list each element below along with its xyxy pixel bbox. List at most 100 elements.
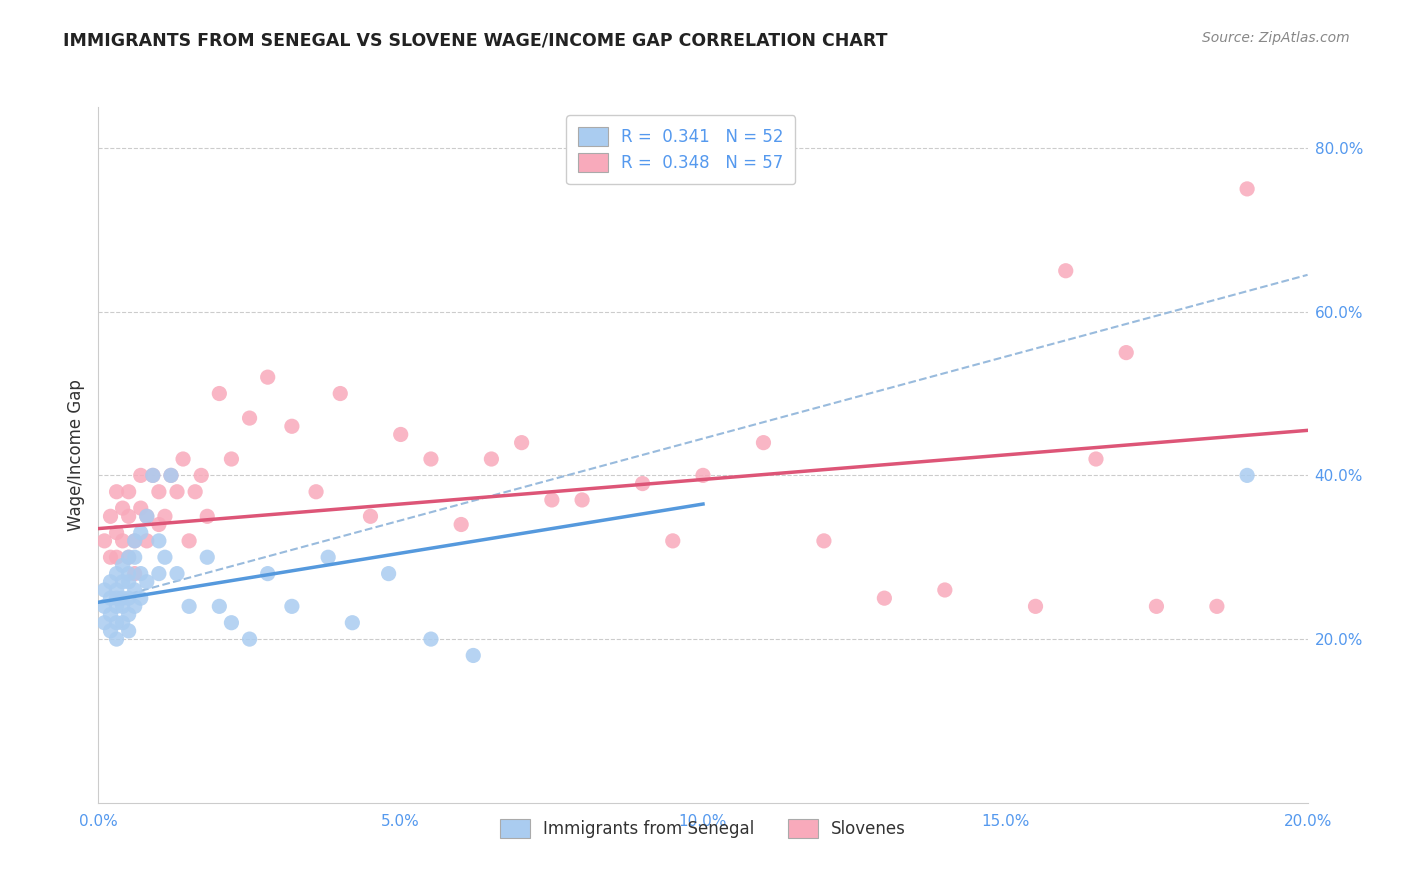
Point bbox=[93, 615, 115, 630]
Point bbox=[111, 533, 134, 548]
Point bbox=[118, 550, 141, 565]
Point bbox=[190, 468, 212, 483]
Point bbox=[118, 484, 141, 499]
Point bbox=[105, 591, 128, 606]
Point bbox=[105, 582, 128, 597]
Point bbox=[111, 501, 134, 516]
Point bbox=[129, 525, 152, 540]
Point bbox=[463, 648, 485, 663]
Point bbox=[124, 533, 146, 548]
Point bbox=[1144, 599, 1167, 614]
Point bbox=[179, 533, 201, 548]
Point bbox=[377, 566, 399, 581]
Point bbox=[124, 533, 146, 548]
Point bbox=[100, 574, 122, 589]
Point bbox=[934, 582, 956, 597]
Point bbox=[129, 591, 152, 606]
Point bbox=[813, 533, 835, 548]
Point bbox=[281, 419, 304, 434]
Point bbox=[166, 484, 188, 499]
Point bbox=[450, 517, 472, 532]
Point bbox=[100, 509, 122, 524]
Point bbox=[129, 501, 152, 516]
Point bbox=[148, 566, 170, 581]
Point bbox=[661, 533, 683, 548]
Point bbox=[1206, 599, 1229, 614]
Point bbox=[153, 509, 176, 524]
Point bbox=[148, 533, 170, 548]
Point bbox=[208, 599, 231, 614]
Text: Source: ZipAtlas.com: Source: ZipAtlas.com bbox=[1202, 31, 1350, 45]
Point bbox=[1115, 345, 1137, 359]
Point bbox=[129, 468, 152, 483]
Legend: Immigrants from Senegal, Slovenes: Immigrants from Senegal, Slovenes bbox=[492, 811, 914, 847]
Point bbox=[1085, 452, 1108, 467]
Point bbox=[111, 574, 134, 589]
Point bbox=[481, 452, 503, 467]
Point bbox=[160, 468, 183, 483]
Point bbox=[135, 533, 157, 548]
Point bbox=[160, 468, 183, 483]
Point bbox=[93, 582, 115, 597]
Point bbox=[124, 599, 146, 614]
Point bbox=[256, 566, 278, 581]
Point bbox=[389, 427, 412, 442]
Point bbox=[105, 566, 128, 581]
Point bbox=[118, 509, 141, 524]
Point bbox=[1236, 468, 1258, 483]
Point bbox=[100, 607, 122, 622]
Point bbox=[153, 550, 176, 565]
Point bbox=[1024, 599, 1046, 614]
Point bbox=[256, 370, 278, 384]
Point bbox=[111, 599, 134, 614]
Point bbox=[111, 558, 134, 573]
Point bbox=[93, 599, 115, 614]
Point bbox=[100, 550, 122, 565]
Point bbox=[105, 615, 128, 630]
Point bbox=[281, 599, 304, 614]
Point bbox=[184, 484, 207, 499]
Point bbox=[316, 550, 339, 565]
Point bbox=[93, 533, 115, 548]
Point bbox=[118, 550, 141, 565]
Point bbox=[124, 566, 146, 581]
Point bbox=[105, 484, 128, 499]
Point bbox=[239, 411, 262, 425]
Point bbox=[124, 550, 146, 565]
Point bbox=[692, 468, 714, 483]
Point bbox=[118, 566, 141, 581]
Point bbox=[420, 452, 443, 467]
Point bbox=[873, 591, 896, 606]
Point bbox=[752, 435, 775, 450]
Point bbox=[540, 492, 562, 507]
Point bbox=[142, 468, 165, 483]
Point bbox=[166, 566, 188, 581]
Point bbox=[135, 509, 157, 524]
Point bbox=[195, 509, 218, 524]
Point bbox=[118, 607, 141, 622]
Point bbox=[135, 509, 157, 524]
Point bbox=[1236, 182, 1258, 196]
Point bbox=[118, 574, 141, 589]
Point bbox=[100, 591, 122, 606]
Point bbox=[118, 591, 141, 606]
Point bbox=[148, 484, 170, 499]
Point bbox=[100, 624, 122, 638]
Text: IMMIGRANTS FROM SENEGAL VS SLOVENE WAGE/INCOME GAP CORRELATION CHART: IMMIGRANTS FROM SENEGAL VS SLOVENE WAGE/… bbox=[63, 31, 887, 49]
Point bbox=[305, 484, 328, 499]
Point bbox=[329, 386, 352, 401]
Point bbox=[208, 386, 231, 401]
Point bbox=[1054, 264, 1077, 278]
Point bbox=[179, 599, 201, 614]
Point bbox=[420, 632, 443, 646]
Point bbox=[360, 509, 382, 524]
Point bbox=[221, 452, 243, 467]
Point bbox=[172, 452, 194, 467]
Point bbox=[510, 435, 533, 450]
Point bbox=[105, 550, 128, 565]
Point bbox=[142, 468, 165, 483]
Point bbox=[631, 476, 654, 491]
Point bbox=[105, 632, 128, 646]
Point bbox=[118, 624, 141, 638]
Point bbox=[195, 550, 218, 565]
